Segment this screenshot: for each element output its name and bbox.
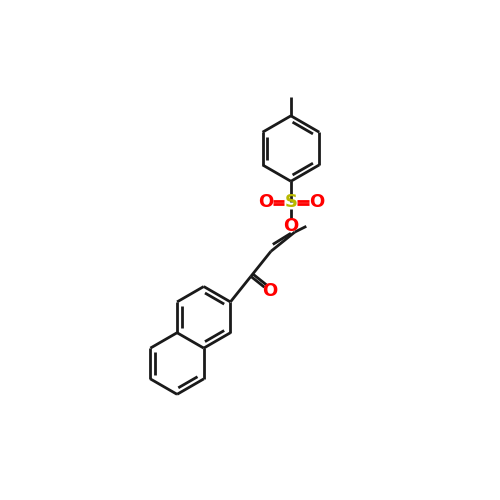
Text: O: O bbox=[284, 218, 298, 236]
Text: O: O bbox=[258, 194, 273, 212]
Text: O: O bbox=[262, 282, 277, 300]
Text: S: S bbox=[284, 194, 298, 212]
Text: O: O bbox=[308, 194, 324, 212]
